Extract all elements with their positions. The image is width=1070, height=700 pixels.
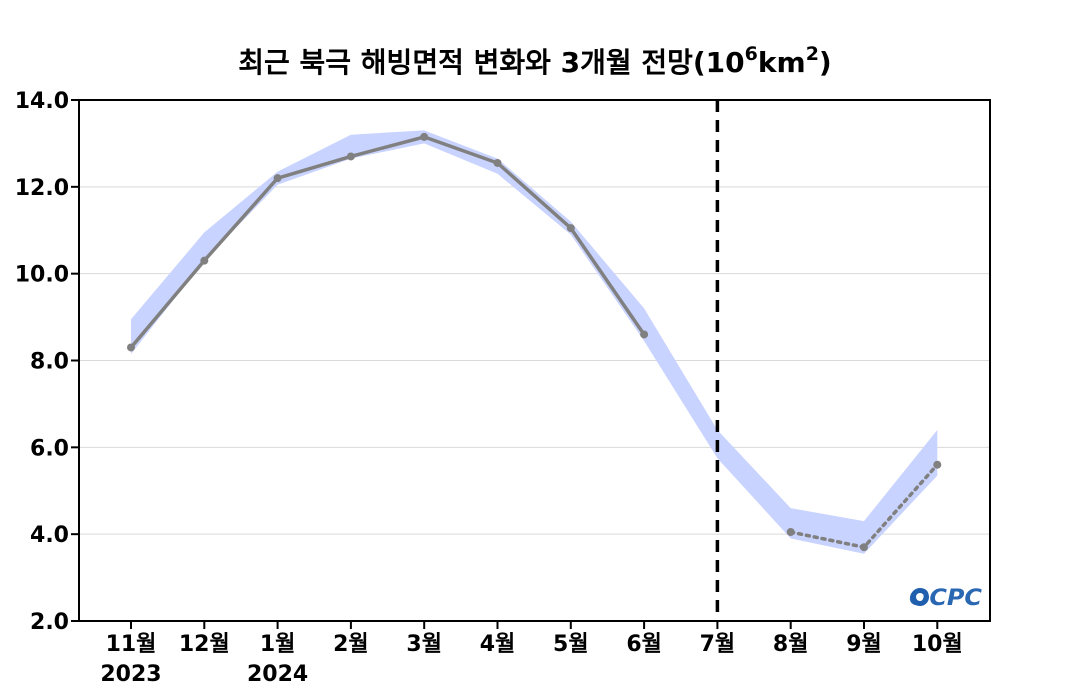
y-tick-label: 4.0 [30, 523, 69, 548]
forecast-point [786, 527, 795, 536]
y-tick-label: 14.0 [15, 89, 69, 114]
x-tick-label: 9월 [846, 632, 882, 657]
x-tick-label: 3월 [406, 632, 442, 657]
y-axis-ticks: 2.0 4.0 6.0 8.0 10.0 12.0 14.0 [15, 89, 79, 635]
y-tick-label: 8.0 [30, 350, 69, 375]
observed-point [493, 158, 502, 167]
y-tick-label: 10.0 [15, 263, 69, 288]
x-tick-label: 11월 [106, 632, 157, 657]
observed-point [346, 152, 355, 161]
x-tick-label: 10월 [912, 632, 963, 657]
year-label: 2023 [100, 662, 161, 687]
title-exponent-2: 2 [806, 43, 819, 65]
observed-point [127, 343, 135, 352]
title-exponent-6: 6 [745, 43, 758, 65]
chart-title: 최근 북극 해빙면적 변화와 3개월 전망(106km2) [238, 43, 831, 79]
observed-point [273, 174, 282, 183]
observed-point [566, 224, 575, 233]
y-tick-label: 12.0 [15, 176, 69, 201]
x-tick-label: 8월 [773, 632, 809, 657]
x-tick-label: 5월 [553, 632, 589, 657]
x-tick-label: 7월 [700, 632, 736, 657]
forecast-point [860, 543, 868, 552]
observed-point [420, 132, 429, 141]
x-tick-label: 1월 [260, 632, 296, 657]
x-tick-label: 6월 [626, 632, 662, 657]
logo-text: OCPC [909, 586, 982, 611]
forecast-point [933, 460, 942, 469]
observed-point [640, 330, 649, 339]
observed-point [200, 256, 209, 265]
year-label: 2024 [247, 662, 308, 687]
ocpc-logo: OCPC [909, 586, 982, 611]
x-axis-ticks: 11월 12월 1월 2월 3월 4월 5월 6월 7월 8월 9월 10월 2023 2024 [100, 621, 963, 687]
y-tick-label: 6.0 [30, 436, 69, 461]
series-lines [127, 132, 942, 552]
x-tick-label: 4월 [480, 632, 516, 657]
y-tick-label: 2.0 [30, 610, 69, 635]
observed-line [129, 135, 646, 349]
x-tick-label: 2월 [333, 632, 369, 657]
x-tick-label: 12월 [179, 632, 230, 657]
